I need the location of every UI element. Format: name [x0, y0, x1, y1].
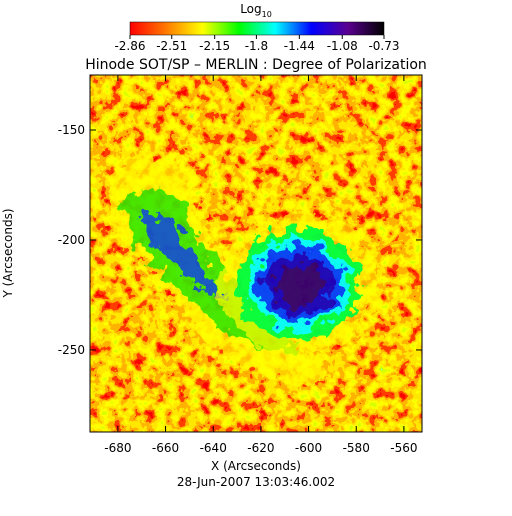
- x-tick-label: -580: [343, 441, 370, 455]
- colorbar-tick-label: -2.15: [199, 39, 230, 53]
- x-tick-label: -660: [152, 441, 179, 455]
- colorbar-tick-label: -2.51: [156, 39, 187, 53]
- colorbar-tick-label: -1.08: [327, 39, 358, 53]
- colorbar-tick-label: -2.86: [114, 39, 145, 53]
- y-axis-label: Y (Arcseconds): [1, 208, 15, 298]
- colorbar-label: Log10: [240, 2, 272, 19]
- colorbar-tick-label: -1.8: [245, 39, 268, 53]
- x-tick-label: -560: [390, 441, 417, 455]
- timestamp: 28-Jun-2007 13:03:46.002: [177, 475, 335, 489]
- plot-frame: [89, 74, 423, 433]
- image: [90, 75, 422, 432]
- chart-title: Hinode SOT/SP – MERLIN : Degree of Polar…: [85, 57, 427, 73]
- colorbar-tick-label: -1.44: [284, 39, 315, 53]
- x-tick-label: -680: [104, 441, 131, 455]
- x-tick-label: -600: [295, 441, 322, 455]
- colorbar-tick-label: -0.73: [368, 39, 399, 53]
- colorbar: [129, 21, 385, 36]
- x-tick-label: -620: [247, 441, 274, 455]
- x-tick-label: -640: [200, 441, 227, 455]
- y-tick-label: -200: [58, 233, 85, 247]
- x-axis-label: X (Arcseconds): [211, 459, 301, 473]
- y-tick-label: -150: [58, 123, 85, 137]
- y-tick-label: -250: [58, 343, 85, 357]
